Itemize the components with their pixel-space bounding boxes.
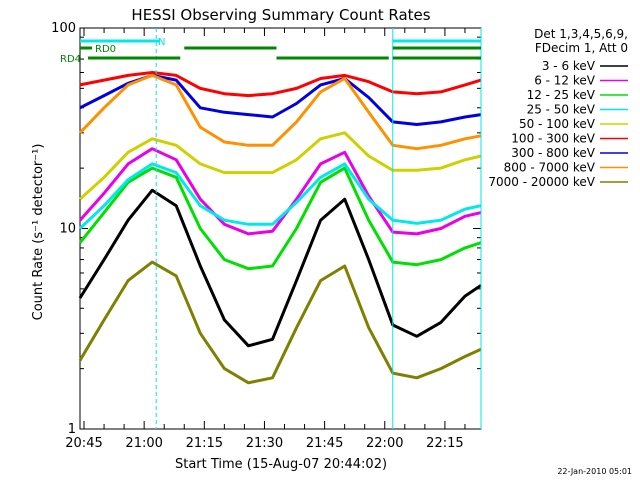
series-line-5 — [78, 131, 482, 201]
chart-title: HESSI Observing Summary Count Rates — [131, 6, 430, 24]
series-line-9 — [78, 260, 482, 385]
legend-label: 800 - 7000 keV — [504, 161, 596, 175]
y-tick-label: 100 — [51, 21, 76, 36]
legend-label: 6 - 12 keV — [534, 74, 596, 88]
y-axis-label: Count Rate (s⁻¹ detector⁻¹) — [31, 144, 46, 321]
flag-label: RD4 — [60, 54, 81, 65]
legend-label: 3 - 6 keV — [542, 59, 596, 73]
plot-frame — [79, 27, 482, 430]
footer-date: 22-Jan-2010 05:01 — [557, 467, 632, 476]
series-line-6 — [79, 71, 482, 98]
x-tick-label: 22:15 — [426, 436, 463, 451]
legend-label: 12 - 25 keV — [527, 88, 596, 102]
series-line-7 — [79, 73, 482, 126]
flag-label: N — [158, 37, 165, 48]
series-line-4 — [78, 162, 482, 230]
legend-label: 25 - 50 keV — [527, 103, 596, 117]
x-tick-label: 21:15 — [186, 436, 223, 451]
x-axis-label: Start Time (15-Aug-07 20:44:02) — [175, 457, 387, 472]
x-tick-label: 21:00 — [125, 436, 162, 451]
y-tick-label: 1 — [68, 422, 76, 437]
legend-label: 300 - 800 keV — [511, 146, 595, 160]
x-tick-label: 22:00 — [366, 436, 403, 451]
legend-header-line1: Det 1,3,4,5,6,9, — [534, 27, 628, 41]
y-tick-label: 10 — [59, 222, 76, 237]
flag-label: RD0 — [95, 44, 116, 55]
x-tick-label: 20:45 — [65, 436, 102, 451]
x-tick-label: 21:30 — [246, 436, 283, 451]
legend-label: 100 - 300 keV — [511, 132, 595, 146]
series-line-8 — [78, 73, 482, 151]
legend-header-line2: FDecim 1, Att 0 — [535, 41, 628, 55]
series-line-2 — [78, 147, 482, 236]
plot-area: 1 10 100 20:45 21:00 21:15 21:30 21:45 22:00 22:1… — [51, 21, 482, 451]
legend-label: 7000 - 20000 keV — [488, 175, 595, 189]
legend-label: 50 - 100 keV — [519, 117, 596, 131]
x-tick-label: 21:45 — [306, 436, 343, 451]
series-line-1 — [78, 188, 482, 348]
series-line-3 — [78, 166, 482, 271]
